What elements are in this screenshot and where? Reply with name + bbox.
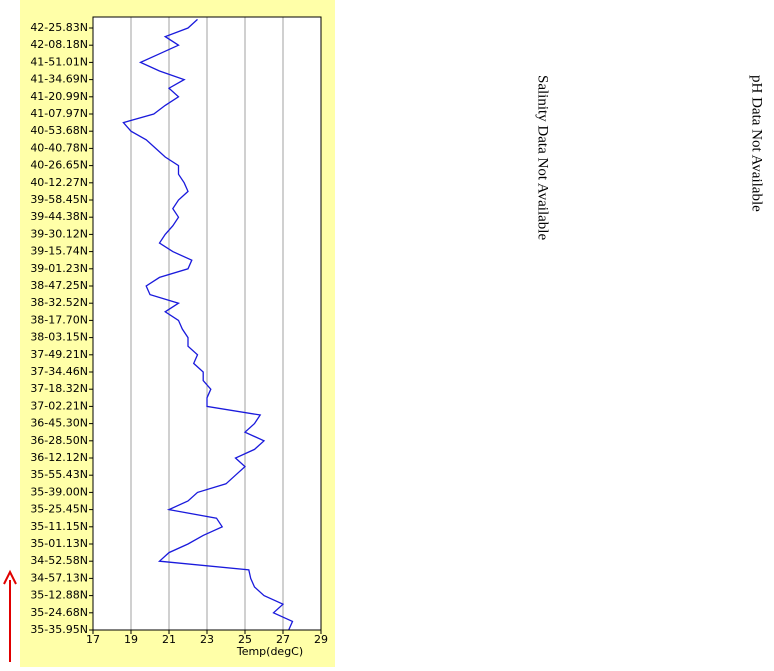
direction-arrow-head (3, 569, 17, 585)
y-tick-label: 35-01.13N (30, 537, 88, 550)
x-tick-label: 17 (86, 633, 100, 646)
y-tick-label: 38-17.70N (30, 313, 88, 326)
y-tick-label: 35-39.00N (30, 485, 88, 498)
y-tick-label: 40-40.78N (30, 141, 88, 154)
y-tick-label: 36-45.30N (30, 417, 88, 430)
y-tick-label: 34-52.58N (30, 554, 88, 567)
y-tick-label: 38-47.25N (30, 279, 88, 292)
y-tick-label: 37-02.21N (30, 399, 88, 412)
x-axis-title: Temp(degC) (236, 645, 303, 658)
y-tick-label: 39-15.74N (30, 245, 88, 258)
y-tick-label: 41-51.01N (30, 55, 88, 68)
y-tick-label: 42-25.83N (30, 21, 88, 34)
y-tick-label: 36-12.12N (30, 451, 88, 464)
x-tick-label: 29 (314, 633, 328, 646)
x-tick-label: 27 (276, 633, 290, 646)
y-tick-label: 39-01.23N (30, 262, 88, 275)
y-tick-label: 37-18.32N (30, 382, 88, 395)
y-tick-label: 35-55.43N (30, 468, 88, 481)
y-tick-label: 37-34.46N (30, 365, 88, 378)
y-tick-label: 41-34.69N (30, 73, 88, 86)
y-tick-label: 35-35.95N (30, 623, 88, 636)
y-tick-label: 41-20.99N (30, 90, 88, 103)
x-tick-label: 19 (124, 633, 138, 646)
temperature-line (122, 18, 294, 631)
y-tick-label: 35-25.45N (30, 503, 88, 516)
x-tick-label: 25 (238, 633, 252, 646)
y-tick-label: 38-32.52N (30, 296, 88, 309)
y-tick-label: 39-30.12N (30, 227, 88, 240)
y-tick-label: 39-58.45N (30, 193, 88, 206)
y-tick-label: 42-08.18N (30, 38, 88, 51)
y-tick-label: 39-44.38N (30, 210, 88, 223)
y-tick-label: 40-26.65N (30, 159, 88, 172)
salinity-note: Salinity Data Not Available (535, 75, 551, 240)
y-tick-label: 40-12.27N (30, 176, 88, 189)
x-tick-label: 23 (200, 633, 214, 646)
y-tick-label: 35-12.88N (30, 589, 88, 602)
y-tick-label: 34-57.13N (30, 571, 88, 584)
x-tick-label: 21 (162, 633, 176, 646)
y-tick-label: 36-28.50N (30, 434, 88, 447)
y-tick-label: 41-07.97N (30, 107, 88, 120)
y-tick-label: 40-53.68N (30, 124, 88, 137)
y-tick-label: 37-49.21N (30, 348, 88, 361)
y-tick-label: 38-03.15N (30, 331, 88, 344)
marks (122, 18, 294, 631)
y-tick-label: 35-11.15N (30, 520, 88, 533)
ph-note: pH Data Not Available (749, 75, 765, 212)
y-tick-label: 35-24.68N (30, 606, 88, 619)
